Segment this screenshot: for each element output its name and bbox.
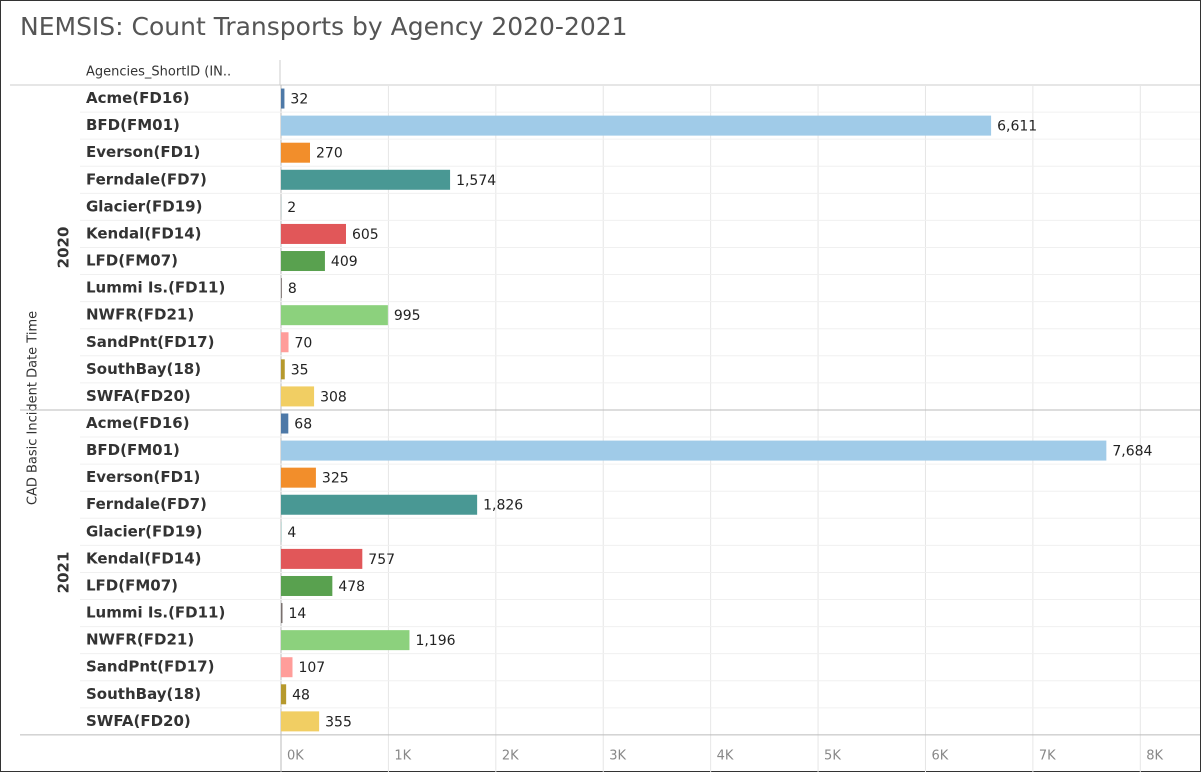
bar [281, 386, 315, 407]
bar [281, 413, 289, 434]
category-label: SouthBay(18) [86, 360, 201, 378]
x-tick-label: 5K [824, 749, 841, 764]
value-label: 35 [291, 362, 309, 378]
category-label: LFD(FM07) [86, 252, 178, 270]
category-label: SandPnt(FD17) [86, 658, 214, 676]
value-label: 48 [292, 687, 310, 703]
x-tick-label: 6K [931, 749, 948, 764]
value-label: 6,611 [997, 119, 1037, 135]
bar [281, 494, 478, 515]
bar [281, 223, 346, 244]
x-tick-label: 1K [394, 749, 411, 764]
group-label: 2021 [55, 552, 73, 594]
x-tick-label: 7K [1039, 749, 1056, 764]
category-label: Ferndale(FD7) [86, 495, 207, 513]
category-label: Acme(FD16) [86, 89, 190, 107]
category-label: Everson(FD1) [86, 143, 200, 161]
category-label: Glacier(FD19) [86, 197, 202, 215]
category-label: LFD(FM07) [86, 576, 178, 594]
value-label: 478 [338, 579, 365, 595]
value-label: 409 [331, 254, 358, 270]
bar [281, 278, 282, 299]
x-tick-label: 3K [609, 749, 626, 764]
value-label: 270 [316, 146, 343, 162]
value-label: 1,574 [456, 173, 496, 189]
bar [281, 603, 283, 624]
value-label: 605 [352, 227, 379, 243]
value-label: 757 [368, 552, 395, 568]
value-label: 2 [287, 200, 296, 216]
value-label: 308 [320, 389, 347, 405]
x-tick-label: 2K [502, 749, 519, 764]
bar [281, 305, 388, 326]
category-label: BFD(FM01) [86, 116, 180, 134]
value-label: 4 [287, 525, 296, 541]
x-tick-label: 8K [1146, 749, 1163, 764]
bar [281, 142, 311, 163]
bar [281, 684, 287, 705]
y-axis-label: CAD Basic Incident Date Time [26, 311, 41, 505]
value-label: 1,826 [483, 498, 523, 514]
chart-title: NEMSIS: Count Transports by Agency 2020-… [20, 12, 628, 41]
bar [281, 575, 333, 596]
value-label: 14 [289, 606, 307, 622]
category-label: Ferndale(FD7) [86, 170, 207, 188]
category-label: Lummi Is.(FD11) [86, 279, 225, 297]
bar [281, 169, 451, 190]
bar [281, 359, 285, 380]
category-label: SouthBay(18) [86, 685, 201, 703]
value-label: 325 [322, 471, 349, 487]
bar [281, 332, 289, 353]
bar [281, 711, 320, 732]
category-label: Kendal(FD14) [86, 224, 202, 242]
bar [281, 251, 325, 272]
category-label: SandPnt(FD17) [86, 333, 214, 351]
group-label: 2020 [55, 227, 73, 269]
bar [281, 657, 293, 678]
column-header: Agencies_ShortID (IN.. [86, 65, 231, 80]
category-label: SWFA(FD20) [86, 387, 191, 405]
value-label: 995 [394, 308, 421, 324]
category-label: Everson(FD1) [86, 468, 200, 486]
category-label: BFD(FM01) [86, 441, 180, 459]
bar [281, 467, 316, 488]
category-label: NWFR(FD21) [86, 306, 194, 324]
value-label: 355 [325, 714, 352, 730]
bar [281, 440, 1107, 461]
bar [281, 548, 363, 569]
category-label: Acme(FD16) [86, 414, 190, 432]
x-tick-label: 0K [287, 749, 304, 764]
category-label: Lummi Is.(FD11) [86, 604, 225, 622]
category-label: Glacier(FD19) [86, 522, 202, 540]
value-label: 70 [295, 335, 313, 351]
value-label: 107 [298, 660, 325, 676]
category-label: NWFR(FD21) [86, 631, 194, 649]
value-label: 32 [290, 92, 308, 108]
bar [281, 88, 285, 109]
category-label: Kendal(FD14) [86, 549, 202, 567]
value-label: 68 [294, 417, 312, 433]
bar [281, 115, 992, 136]
bar [281, 630, 410, 651]
category-label: SWFA(FD20) [86, 712, 191, 730]
x-tick-label: 4K [717, 749, 734, 764]
value-label: 1,196 [415, 633, 455, 649]
value-label: 8 [288, 281, 297, 297]
value-label: 7,684 [1112, 444, 1152, 460]
